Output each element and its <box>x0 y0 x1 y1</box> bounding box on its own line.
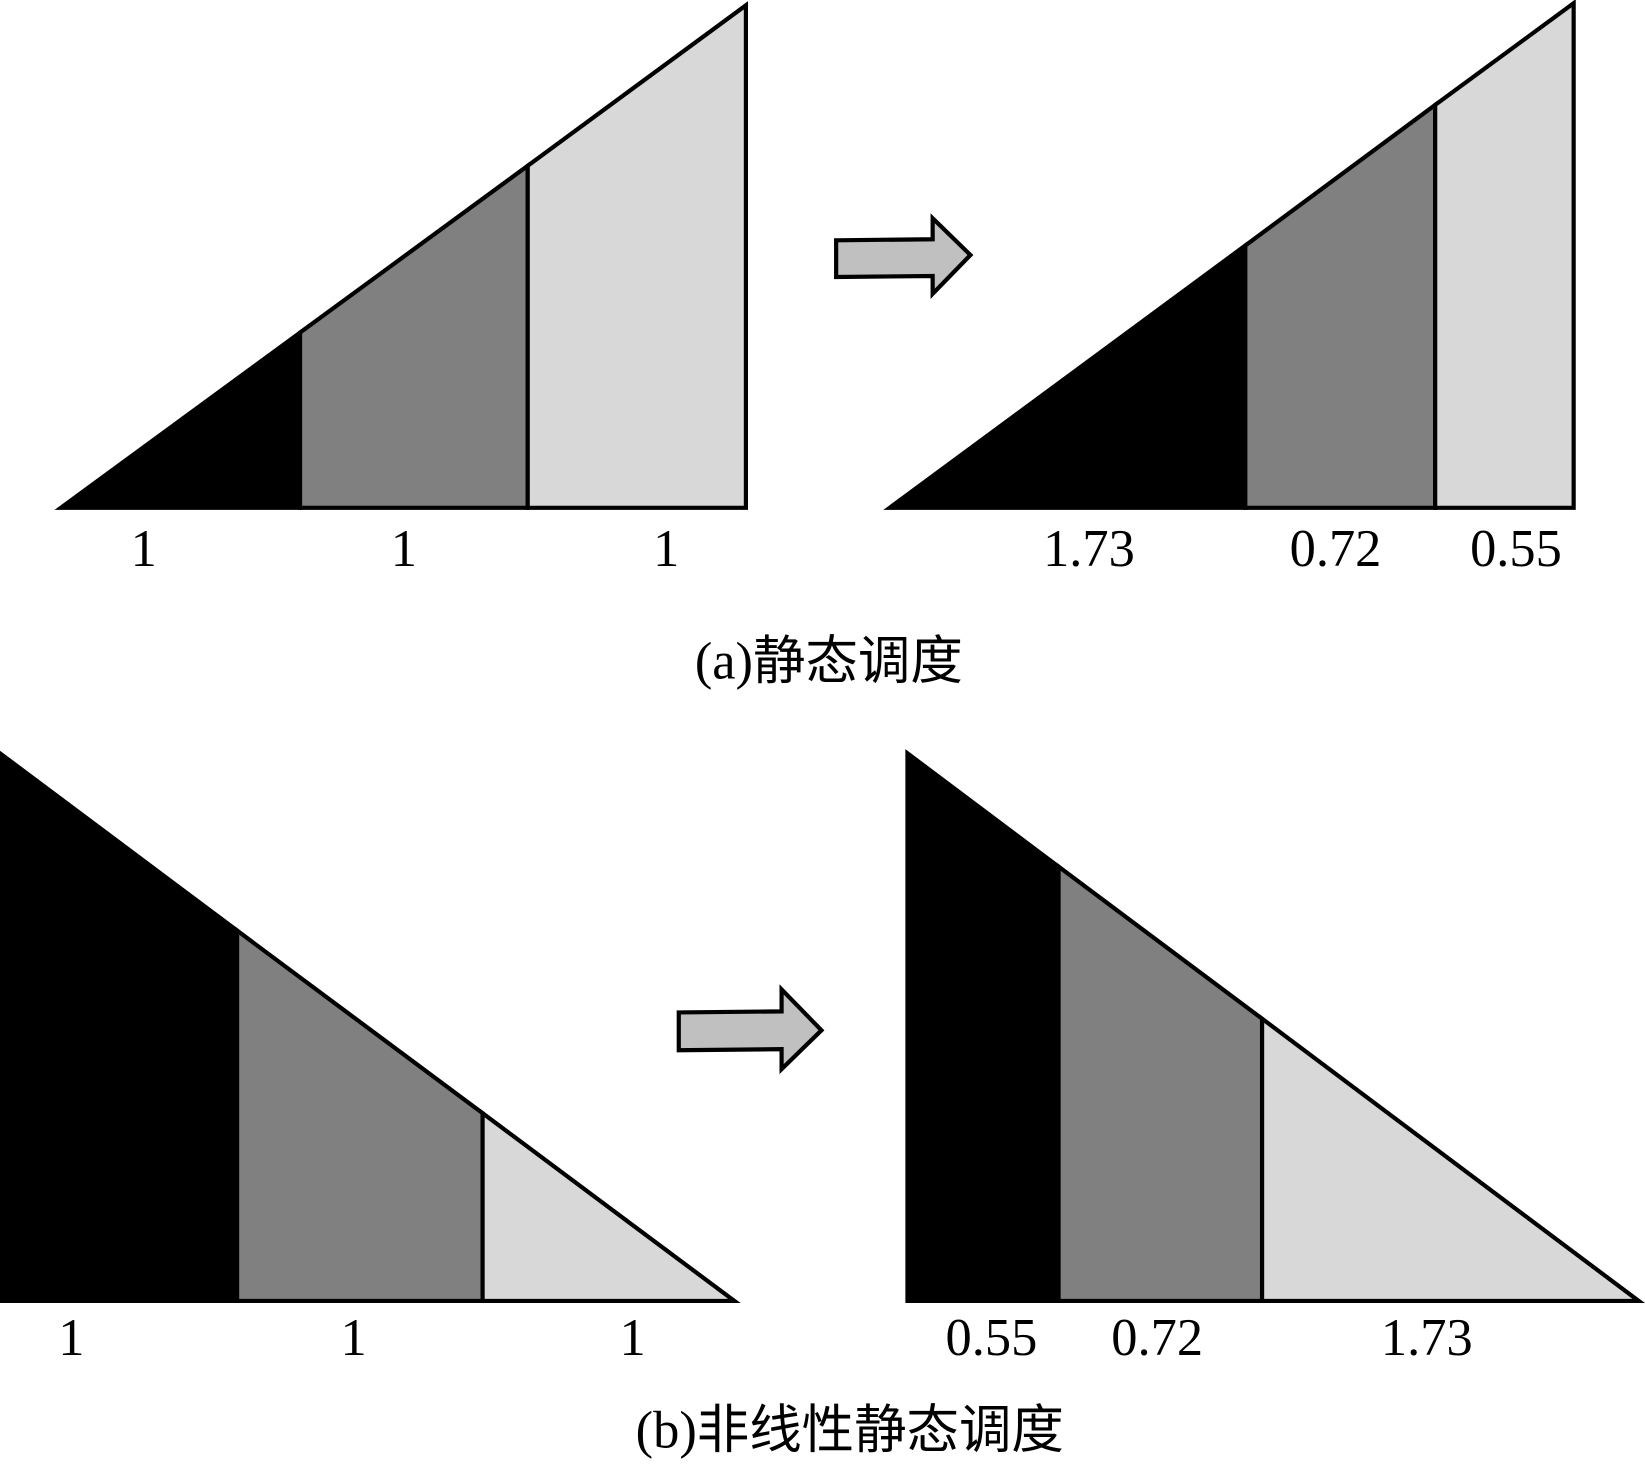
segment-label: 1 <box>653 520 679 578</box>
segment-label: 1 <box>620 1309 646 1367</box>
arrow <box>834 213 974 299</box>
arrow <box>676 984 825 1075</box>
segment <box>0 750 240 1304</box>
segment-label: 0.72 <box>1111 1309 1203 1367</box>
segment-label: 1 <box>340 1309 366 1367</box>
segment <box>905 749 1061 1304</box>
segment-label: 1 <box>131 520 157 578</box>
segment-label: 1 <box>58 1309 84 1367</box>
caption: (b)非线性静态调度 <box>636 1401 1064 1459</box>
segment <box>54 328 303 510</box>
segment-label: 0.55 <box>1470 520 1562 578</box>
segment-label: 0.72 <box>1290 520 1382 578</box>
segment-label: 0.55 <box>946 1309 1038 1367</box>
segment-label: 1.73 <box>1043 520 1135 578</box>
triangle-before-a <box>54 1 749 510</box>
segment-label: 1.73 <box>1381 1309 1473 1367</box>
segment <box>297 161 530 510</box>
segment <box>480 1108 741 1304</box>
caption: (a)静态调度 <box>695 632 963 690</box>
segment-label: 1 <box>391 520 417 578</box>
triangle-after-b <box>905 749 1645 1304</box>
segment <box>1259 1014 1645 1304</box>
segment <box>1433 0 1576 510</box>
segment <box>525 1 749 510</box>
segment <box>1056 862 1265 1304</box>
triangle-before-b <box>0 750 741 1304</box>
triangle-after-a <box>883 0 1576 510</box>
segment <box>1243 100 1438 510</box>
segment <box>235 926 485 1304</box>
